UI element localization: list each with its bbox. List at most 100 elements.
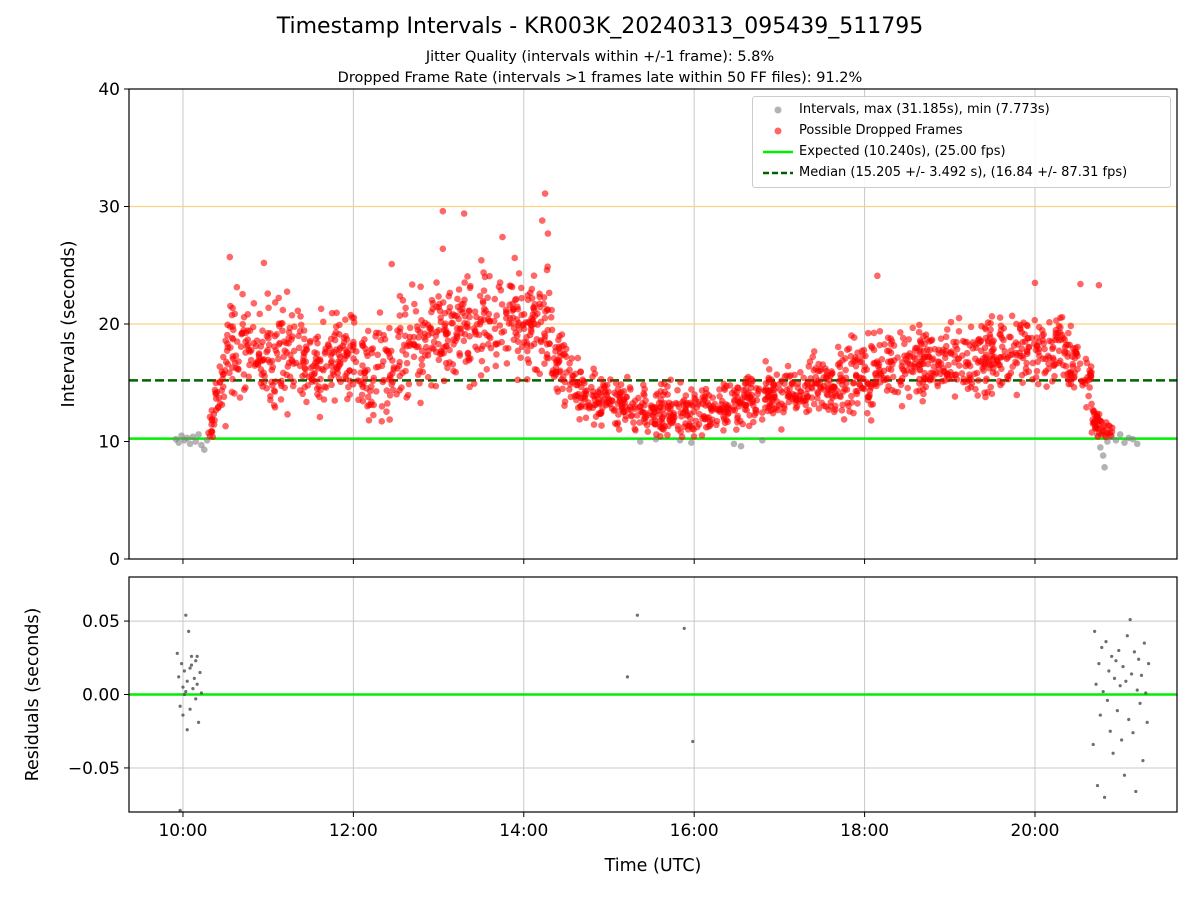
residual-point [1095,783,1100,788]
dropped-frame-point [955,327,963,335]
dropped-frame-point [854,349,861,357]
dropped-frame-point [290,323,298,331]
dropped-frame-point [279,306,287,314]
dropped-frame-point [227,302,234,310]
dropped-frame-point [929,355,937,362]
dropped-frame-point [515,270,523,277]
dropped-frame-point [472,343,479,351]
dropped-frame-point [1039,326,1046,334]
dropped-frame-point [326,345,333,352]
dropped-frame-point [561,378,569,386]
dropped-frame-point [464,350,472,357]
dropped-frame-point [253,337,261,344]
residual-point [182,669,186,673]
dropped-frame-point [456,352,464,359]
dropped-frame-point [817,384,825,392]
dropped-frame-point [626,403,634,411]
dropped-frame-point [301,364,309,372]
residual-point [1139,673,1144,678]
dropped-frame-point [854,387,861,395]
dropped-frame-point [222,337,229,344]
dropped-frame-point [812,380,819,387]
dropped-frame-point [460,300,467,308]
dropped-frame-point [581,379,588,387]
dropped-frame-point [850,409,857,417]
dropped-frame-point [849,379,857,387]
dropped-frame-point [275,294,282,302]
dropped-frame-point [734,398,742,405]
dropped-frame-point [303,345,310,353]
dropped-frame-point [729,406,737,414]
residuals-panel: 0.05 0.00 −0.05 10:00 12:00 14:00 16:00 18:00 2… [23,576,1178,876]
dropped-frame-point [332,323,340,330]
dropped-frame-point [343,348,351,356]
dropped-frame-point [372,388,380,395]
dropped-frame-point [884,334,892,342]
residuals-y-ticks: 0.05 0.00 −0.05 [68,612,129,779]
dropped-frame-point [665,399,673,407]
dropped-frame-point [728,389,736,397]
dropped-frame-point [998,343,1006,351]
dropped-frame-point [1087,363,1095,370]
dropped-frame-point [898,374,906,382]
dropped-frame-point [967,323,975,331]
dropped-frame-point [308,375,316,383]
dropped-frame-point [1018,345,1026,353]
dropped-frame-point [514,347,522,355]
dropped-frame-point [552,368,560,376]
dropped-frame-point [216,363,224,370]
dropped-frame-point [791,371,798,379]
dropped-frame-point [1089,416,1096,423]
interval-point [1099,452,1107,459]
dropped-frame-point [237,343,245,351]
dropped-frame-point [569,372,576,379]
dropped-frame-point [336,360,344,368]
residual-point [1105,698,1110,702]
dropped-frame-point [480,316,488,323]
dropped-frame-point [317,375,324,383]
dropped-frame-point [711,400,719,408]
dropped-frame-point [1086,384,1093,391]
residual-point [1097,662,1101,666]
dropped-frame-point [311,349,318,356]
dropped-frame-point [333,309,340,317]
residual-point [1124,679,1128,683]
dropped-frame-point [942,333,950,341]
dropped-frame-point [720,413,727,420]
dropped-frame-point [602,388,609,395]
dropped-frame-point [288,336,295,343]
dropped-frame-point [297,321,305,329]
dropped-frame-point [916,366,923,374]
dropped-frame-point [321,350,329,357]
residual-point [1135,688,1139,692]
dropped-frame-point [222,422,229,430]
dropped-frame-point [1088,400,1095,408]
dropped-frame-point [283,288,291,295]
dropped-frame-point [439,299,447,306]
dropped-frame-point [278,319,286,327]
dropped-frame-point [762,395,769,403]
dropped-frame-point [982,351,990,359]
dropped-frame-point [687,410,694,418]
dropped-frame-point [432,382,440,390]
dropped-frame-point [396,312,404,319]
residual-point [182,692,186,697]
dropped-frame-point [386,353,394,361]
dropped-frame-point [595,388,602,396]
dropped-frame-point [591,370,599,377]
dropped-frame-point [455,315,462,323]
dropped-frame-point [417,399,424,407]
dropped-frame-point [264,346,271,354]
dropped-frame-point [919,397,926,405]
dropped-frame-point [524,318,532,326]
dropped-frame-point [1062,341,1070,349]
dropped-frame-point [527,342,535,350]
dropped-frame-point [288,311,296,319]
dropped-frame-point [547,313,555,321]
dropped-frame-point [453,325,461,332]
dropped-frame-point [496,322,504,329]
dropped-frame-point [224,321,231,329]
residual-point [1142,641,1146,645]
residual-point [184,613,188,617]
dropped-frame-point [1023,359,1030,367]
